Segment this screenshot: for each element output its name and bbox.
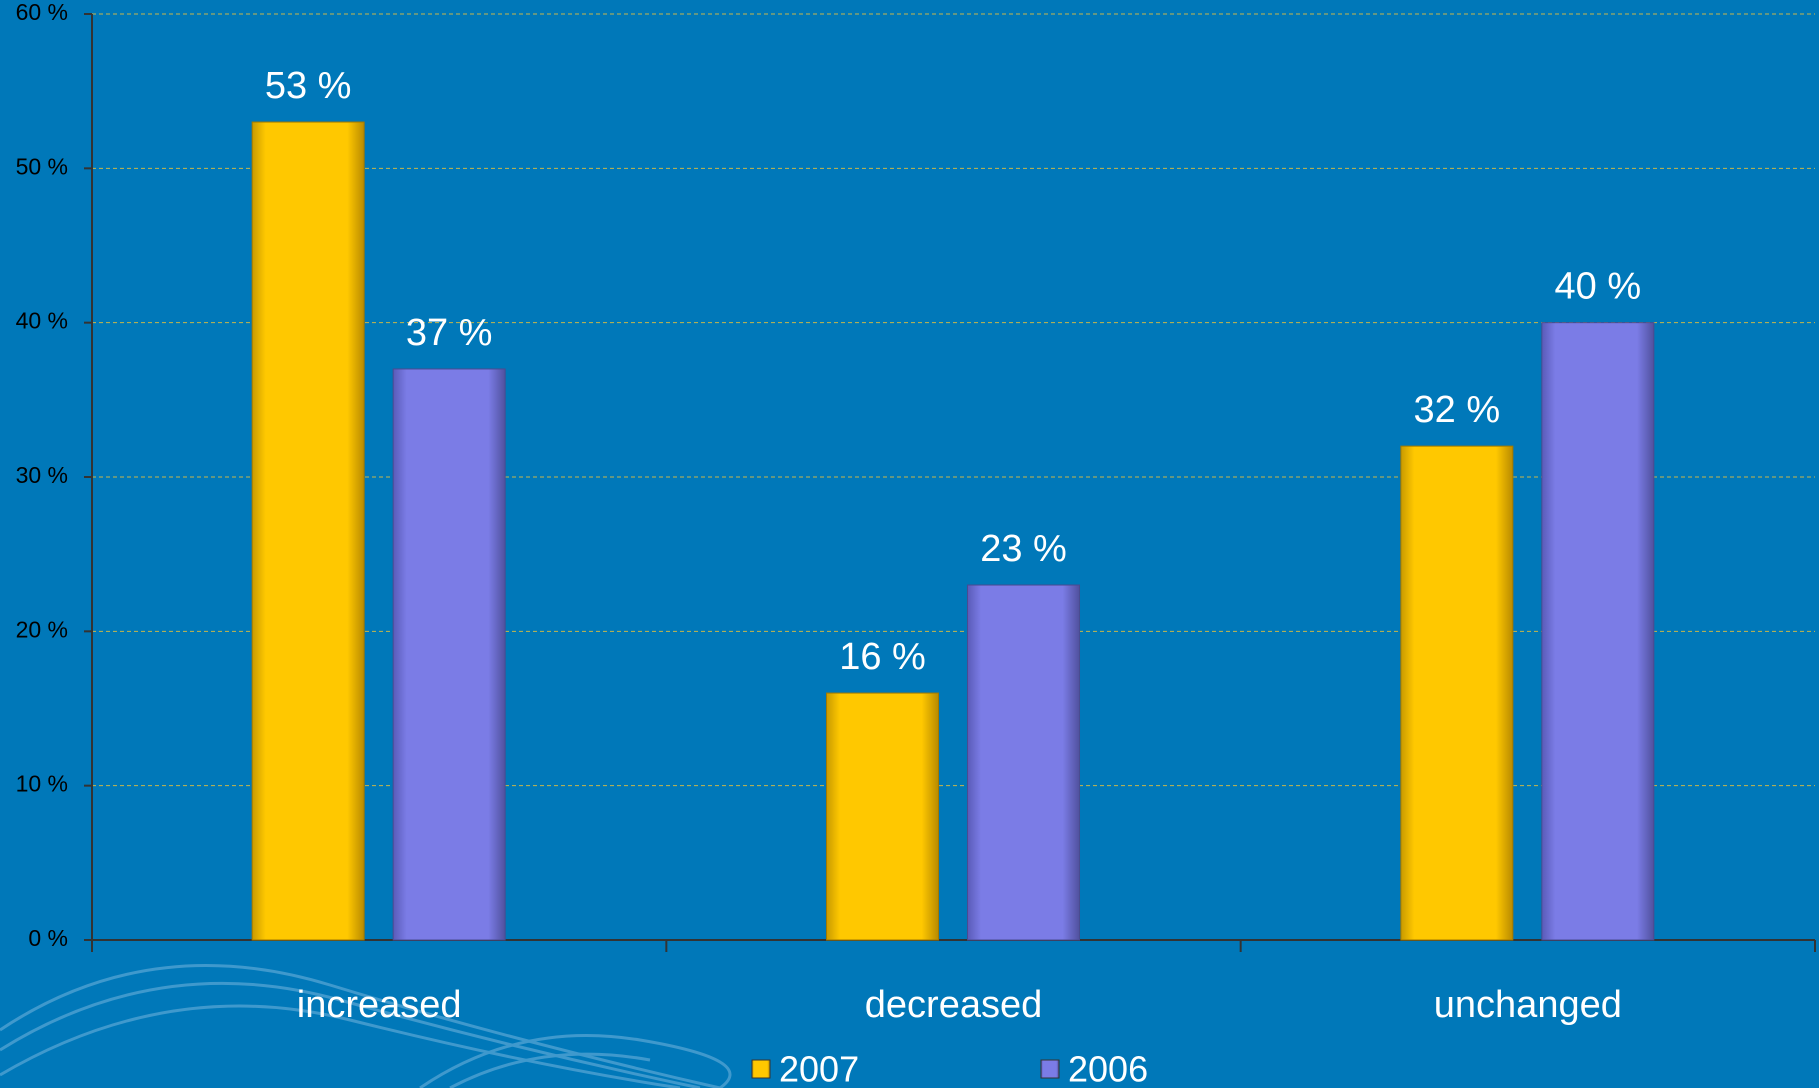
x-tick-label: decreased (865, 984, 1042, 1026)
value-label: 32 % (1414, 389, 1501, 431)
decoration (0, 964, 732, 1088)
y-tick-label: 0 % (28, 925, 68, 951)
y-tick-label: 50 % (16, 153, 68, 179)
legend-swatch (751, 1059, 771, 1079)
x-tick-label: increased (297, 984, 462, 1026)
bar (251, 121, 365, 941)
value-label: 23 % (980, 528, 1067, 570)
y-tick-label: 30 % (16, 462, 68, 488)
legend-label: 2006 (1068, 1049, 1148, 1088)
bar (826, 692, 939, 941)
y-tick-label: 60 % (16, 0, 68, 25)
bar (1400, 445, 1514, 941)
bar (967, 584, 1080, 941)
value-label: 37 % (406, 312, 493, 354)
legend-label: 2007 (779, 1049, 859, 1088)
bar (1541, 322, 1655, 941)
bar (392, 368, 506, 941)
y-tick-label: 20 % (16, 616, 68, 642)
value-label: 16 % (839, 636, 926, 678)
value-label: 40 % (1555, 266, 1642, 308)
x-tick-label: unchanged (1434, 984, 1622, 1026)
y-tick-label: 40 % (16, 308, 68, 334)
value-label: 53 % (265, 65, 352, 107)
legend-swatch (1040, 1059, 1060, 1079)
y-tick-label: 10 % (16, 771, 68, 797)
